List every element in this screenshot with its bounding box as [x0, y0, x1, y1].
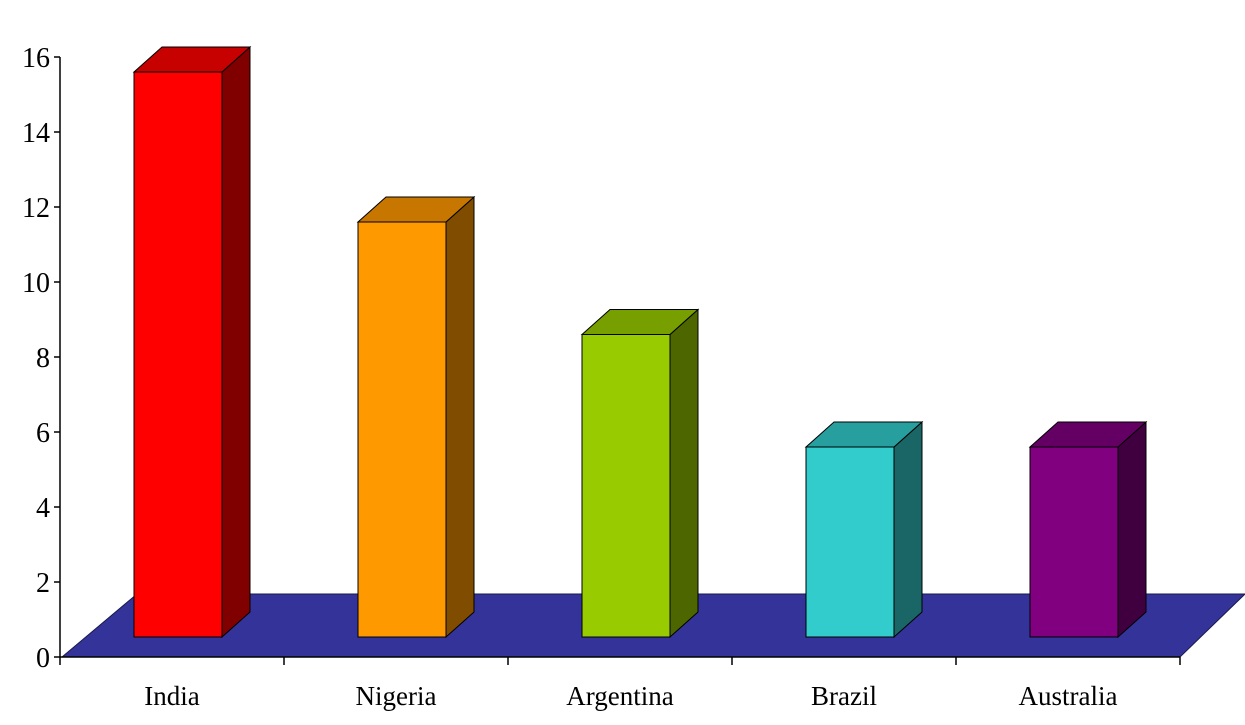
bar-side-argentina	[669, 308, 699, 639]
x-tick-label: Argentina	[566, 681, 673, 711]
bar-side-nigeria	[445, 195, 475, 639]
y-tick-label: 6	[36, 418, 50, 449]
y-tick-label: 10	[22, 268, 50, 299]
bar-side-australia	[1117, 420, 1147, 639]
bar-brazil	[804, 420, 924, 639]
y-tick-label: 8	[36, 343, 50, 374]
bar-india	[132, 45, 252, 639]
y-tick-label: 12	[22, 193, 50, 224]
bar-side-brazil	[893, 420, 923, 639]
y-tick-label: 2	[36, 568, 50, 599]
bar-front-india	[133, 71, 223, 638]
y-tick-label: 16	[22, 43, 50, 74]
x-tick-label: Australia	[1019, 681, 1118, 711]
bar-nigeria	[356, 195, 476, 639]
bar-side-india	[221, 45, 251, 639]
bar-front-argentina	[581, 334, 671, 638]
x-tick-label: Nigeria	[356, 681, 437, 711]
y-tick-label: 4	[36, 493, 50, 524]
bar-argentina	[580, 308, 700, 639]
bar-australia	[1028, 420, 1148, 639]
bar-front-nigeria	[357, 221, 447, 638]
bar-front-brazil	[805, 446, 895, 638]
y-tick-label: 0	[36, 643, 50, 674]
x-tick-label: Brazil	[811, 681, 877, 711]
x-tick-label: India	[144, 681, 199, 711]
y-tick-label: 14	[22, 118, 50, 149]
bar-front-australia	[1029, 446, 1119, 638]
